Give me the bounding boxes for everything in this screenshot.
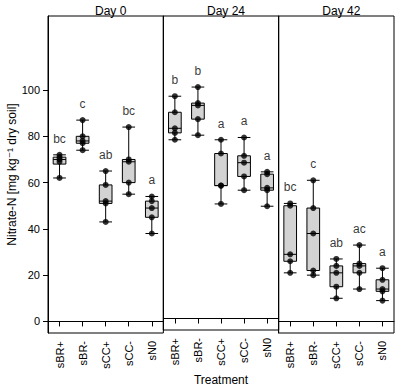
svg-text:sBR-: sBR- [307,341,319,366]
svg-text:a: a [148,173,155,187]
svg-text:b: b [172,73,179,87]
svg-text:c: c [80,97,86,111]
svg-text:40: 40 [28,223,40,235]
svg-text:60: 60 [28,177,40,189]
svg-text:ab: ab [330,236,344,250]
svg-text:b: b [195,64,202,78]
svg-text:sBR-: sBR- [77,341,89,366]
svg-text:Nitrate-N [mg kg⁻¹ dry soil]: Nitrate-N [mg kg⁻¹ dry soil] [5,103,19,245]
svg-text:c: c [310,157,316,171]
svg-text:sN0: sN0 [261,338,273,358]
svg-text:20: 20 [28,269,40,281]
svg-text:bc: bc [122,104,135,118]
svg-text:sCC+: sCC+ [100,341,112,369]
svg-text:sCC-: sCC- [238,338,250,363]
svg-text:sN0: sN0 [376,341,388,361]
svg-text:ab: ab [99,148,113,162]
svg-text:a: a [241,114,248,128]
svg-text:sBR+: sBR+ [54,341,66,368]
svg-text:80: 80 [28,130,40,142]
svg-text:Day 24: Day 24 [207,4,245,18]
svg-text:0: 0 [34,315,40,327]
svg-text:sCC+: sCC+ [330,341,342,369]
svg-text:sBR+: sBR+ [169,338,181,365]
svg-text:Day 0: Day 0 [95,4,127,18]
svg-text:a: a [264,149,271,163]
svg-text:a: a [218,117,225,131]
svg-text:bc: bc [53,132,66,146]
svg-text:sCC-: sCC- [353,341,365,366]
svg-text:Day 42: Day 42 [322,4,360,18]
svg-text:sBR+: sBR+ [284,341,296,368]
svg-text:a: a [379,245,386,259]
svg-text:ac: ac [353,222,366,236]
svg-text:100: 100 [22,84,40,96]
svg-text:Treatment: Treatment [194,373,249,387]
svg-text:bc: bc [284,180,297,194]
svg-text:sCC+: sCC+ [215,338,227,366]
svg-text:sN0: sN0 [146,341,158,361]
svg-text:sBR-: sBR- [192,338,204,363]
svg-text:sCC-: sCC- [123,341,135,366]
